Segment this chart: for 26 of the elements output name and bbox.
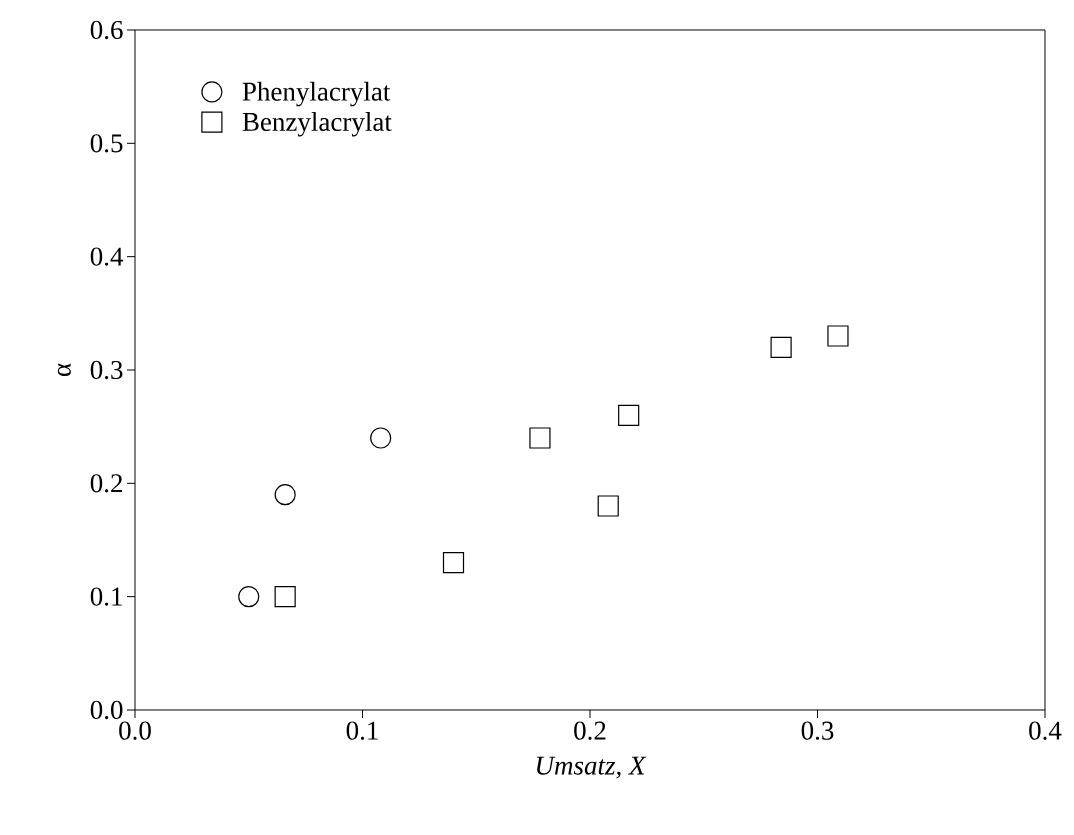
point bbox=[529, 427, 551, 449]
point bbox=[370, 427, 392, 449]
x-tick-label: 0.2 bbox=[574, 721, 606, 740]
y-tick-label: 0.2 bbox=[90, 474, 122, 493]
point bbox=[442, 552, 465, 574]
y-axis-title: α bbox=[57, 363, 71, 377]
point bbox=[827, 325, 849, 347]
y-tick-label: 0.5 bbox=[90, 134, 123, 153]
y-tick-label: 0.6 bbox=[90, 20, 123, 40]
point bbox=[274, 484, 296, 506]
point bbox=[238, 586, 260, 608]
x-tick-label: 0.1 bbox=[346, 721, 378, 740]
x-tick-label: 0.4 bbox=[1029, 721, 1062, 740]
y-tick-label: 0.0 bbox=[90, 700, 123, 720]
x-axis-title: Umsatz, X bbox=[536, 756, 647, 779]
point bbox=[597, 495, 619, 517]
point bbox=[274, 586, 296, 608]
legend-label: Phenylacrylat bbox=[242, 81, 391, 107]
y-tick-label: 0.1 bbox=[90, 587, 122, 606]
x-tick-label: 0.0 bbox=[119, 721, 151, 740]
point bbox=[770, 336, 792, 358]
point bbox=[618, 404, 640, 426]
x-tick-label: 0.3 bbox=[801, 721, 834, 740]
y-tick-label: 0.3 bbox=[90, 360, 123, 380]
legend-label: Benzylacrylat bbox=[242, 112, 392, 137]
y-tick-label: 0.4 bbox=[90, 247, 124, 266]
